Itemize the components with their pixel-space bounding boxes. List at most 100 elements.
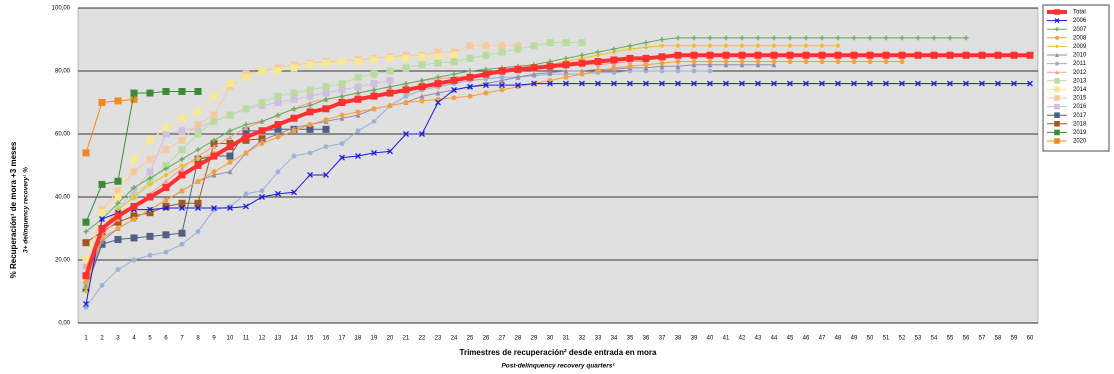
marker bbox=[1010, 51, 1018, 59]
marker bbox=[579, 80, 585, 87]
marker bbox=[274, 99, 282, 106]
marker bbox=[162, 162, 170, 169]
marker bbox=[227, 128, 233, 134]
marker bbox=[114, 187, 122, 195]
marker bbox=[162, 124, 170, 132]
marker bbox=[707, 62, 713, 68]
marker bbox=[194, 162, 202, 169]
marker bbox=[306, 125, 314, 133]
x-tick-label: 41 bbox=[723, 336, 730, 342]
marker bbox=[147, 181, 153, 187]
marker bbox=[851, 59, 857, 65]
legend-label: 2010 bbox=[1073, 53, 1087, 59]
marker bbox=[707, 43, 713, 49]
marker bbox=[1054, 129, 1060, 136]
legend-label: 2015 bbox=[1073, 96, 1087, 102]
marker bbox=[194, 130, 202, 138]
marker bbox=[162, 184, 170, 192]
marker bbox=[659, 37, 665, 42]
x-tick-label: 49 bbox=[851, 336, 858, 342]
marker bbox=[210, 111, 218, 119]
marker bbox=[659, 80, 665, 87]
marker bbox=[179, 163, 185, 168]
marker bbox=[1011, 80, 1017, 87]
x-tick-label: 51 bbox=[883, 336, 890, 342]
marker bbox=[130, 168, 138, 176]
marker bbox=[147, 206, 153, 213]
marker bbox=[595, 52, 601, 58]
marker bbox=[419, 98, 425, 104]
marker bbox=[355, 112, 361, 118]
marker bbox=[659, 63, 665, 69]
marker bbox=[467, 83, 473, 90]
marker bbox=[451, 86, 457, 93]
marker bbox=[739, 80, 745, 87]
marker bbox=[98, 225, 106, 232]
marker bbox=[611, 46, 617, 52]
marker bbox=[947, 80, 953, 87]
marker bbox=[227, 205, 233, 211]
marker bbox=[354, 95, 362, 103]
marker bbox=[195, 147, 201, 153]
marker bbox=[386, 67, 394, 75]
x-tick-label: 30 bbox=[547, 336, 554, 342]
marker bbox=[275, 169, 281, 175]
marker bbox=[306, 86, 314, 94]
marker bbox=[771, 62, 777, 68]
x-tick-label: 9 bbox=[212, 336, 216, 342]
marker bbox=[194, 199, 202, 207]
x-tick-label: 35 bbox=[627, 336, 634, 342]
marker bbox=[531, 71, 537, 77]
marker bbox=[370, 80, 378, 88]
marker bbox=[211, 144, 217, 150]
marker bbox=[595, 68, 601, 74]
marker bbox=[275, 112, 281, 118]
marker bbox=[530, 42, 538, 50]
marker bbox=[787, 59, 793, 65]
marker bbox=[226, 143, 234, 151]
marker bbox=[627, 43, 633, 49]
marker bbox=[243, 191, 249, 197]
x-tick-label: 32 bbox=[579, 336, 586, 342]
marker bbox=[883, 35, 889, 41]
legend-label: Total bbox=[1073, 10, 1086, 16]
marker bbox=[482, 51, 490, 59]
marker bbox=[259, 188, 265, 194]
x-tick-label: 50 bbox=[867, 336, 874, 342]
marker bbox=[786, 51, 794, 59]
marker bbox=[83, 301, 89, 308]
marker bbox=[290, 64, 298, 72]
marker bbox=[1054, 138, 1060, 144]
marker bbox=[82, 149, 90, 157]
marker bbox=[274, 92, 282, 100]
marker bbox=[82, 272, 90, 280]
marker bbox=[354, 83, 362, 91]
marker bbox=[371, 87, 377, 93]
marker bbox=[114, 218, 122, 226]
marker bbox=[243, 125, 249, 131]
legend-label: 2011 bbox=[1073, 61, 1087, 67]
marker bbox=[194, 87, 202, 95]
marker bbox=[130, 89, 138, 97]
y-tick-label: 0,00 bbox=[58, 321, 70, 327]
marker bbox=[723, 35, 729, 41]
marker bbox=[370, 56, 378, 64]
marker bbox=[563, 55, 569, 61]
marker bbox=[227, 169, 233, 175]
marker bbox=[434, 80, 442, 88]
marker bbox=[994, 51, 1002, 59]
marker bbox=[547, 80, 553, 87]
marker bbox=[291, 128, 297, 134]
x-tick-label: 25 bbox=[467, 336, 474, 342]
x-tick-label: 56 bbox=[963, 336, 970, 342]
marker bbox=[242, 133, 250, 141]
marker bbox=[146, 232, 154, 240]
marker bbox=[611, 80, 617, 87]
x-tick-label: 34 bbox=[611, 336, 618, 342]
marker bbox=[707, 68, 713, 74]
marker bbox=[707, 59, 713, 65]
marker bbox=[114, 212, 122, 220]
marker bbox=[674, 51, 682, 59]
marker bbox=[99, 216, 105, 223]
marker bbox=[835, 59, 841, 65]
